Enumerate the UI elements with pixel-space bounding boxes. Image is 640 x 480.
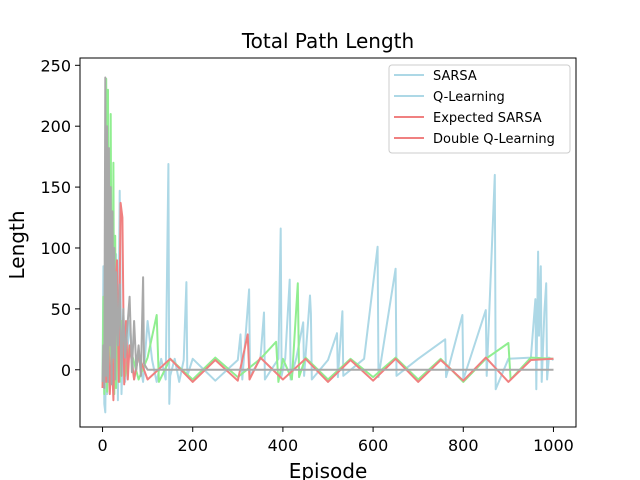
y-tick-label: 0 [61, 361, 71, 380]
legend-label: Q-Learning [433, 90, 505, 105]
y-tick-label: 50 [51, 300, 71, 319]
y-tick-label: 250 [40, 56, 71, 75]
legend-label: Expected SARSA [433, 111, 542, 126]
legend-box [388, 64, 571, 154]
x-tick-label: 1000 [533, 436, 574, 455]
chart-title: Total Path Length [241, 29, 414, 53]
x-tick-label: 600 [358, 436, 389, 455]
x-axis: 0 200 400 600 800 1000 [97, 427, 574, 455]
y-tick-label: 200 [40, 117, 71, 136]
legend-label: SARSA [433, 69, 477, 84]
series-line-3 [101, 201, 554, 402]
x-tick-label: 200 [177, 436, 208, 455]
plot-area [79, 57, 577, 428]
x-tick-label: 400 [268, 436, 299, 455]
series-line-4 [101, 76, 554, 389]
y-axis: 0 50 100 150 200 250 [40, 56, 80, 380]
legend: SARSA Q-Learning Expected SARSA Double Q-Le… [388, 64, 571, 154]
legend-label: Double Q-Learning [433, 132, 555, 147]
y-tick-label: 100 [40, 239, 71, 258]
x-tick-label: 800 [448, 436, 479, 455]
x-axis-label: Episode [289, 459, 368, 480]
y-axis-label: Length [5, 211, 29, 280]
plot-frame [79, 57, 577, 428]
series-layer [101, 76, 554, 414]
y-tick-label: 150 [40, 178, 71, 197]
x-tick-label: 0 [97, 436, 107, 455]
